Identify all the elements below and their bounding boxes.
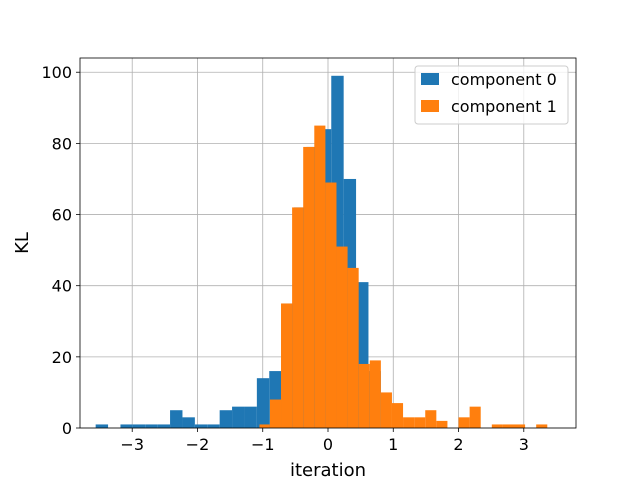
y-tick-label-3: 60	[52, 206, 72, 225]
bar-series-1-bin-11	[380, 392, 392, 428]
bar-series-0-bin-8	[207, 424, 220, 428]
bar-series-0-bin-6	[182, 417, 195, 428]
bar-series-1-bin-6	[325, 182, 337, 428]
bar-series-0-bin-9	[219, 410, 233, 428]
bar-series-1-bin-8	[347, 267, 359, 428]
bar-series-1-bin-9	[358, 363, 370, 428]
bar-series-1-bin-7	[336, 246, 348, 428]
bar-series-1-bin-20	[502, 424, 514, 428]
x-axis-title: iteration	[290, 460, 366, 480]
bar-series-0-bin-4	[157, 424, 171, 428]
y-tick-label-0: 0	[62, 419, 72, 438]
bar-series-1-bin-16	[436, 420, 448, 428]
bar-series-1-bin-13	[403, 417, 415, 428]
bar-series-1-bin-5	[314, 125, 326, 428]
bar-series-1-bin-21	[514, 424, 526, 428]
bar-series-1-bin-2	[281, 303, 293, 428]
y-tick-label-4: 80	[52, 134, 72, 153]
bar-series-1-bin-3	[292, 207, 304, 428]
bar-series-1-bin-18	[469, 406, 481, 428]
bar-series-0-bin-10	[232, 406, 245, 428]
y-axis-title: KL	[12, 232, 33, 254]
legend-label-component-1: component 1	[451, 97, 557, 116]
legend-swatch-component-0	[421, 73, 439, 85]
legend-box	[414, 65, 569, 125]
bar-series-0-bin-12	[256, 378, 270, 428]
bar-series-0-bin-11	[244, 406, 257, 428]
y-axis-ticks: 0 20 40 60 80 100	[41, 63, 80, 438]
bar-series-0-bin-3	[145, 424, 158, 428]
x-tick-label-6: 3	[519, 435, 529, 454]
bar-series-1-bin-12	[391, 403, 404, 428]
bar-series-0-bin-5	[170, 410, 183, 428]
bar-series-1-bin-14	[414, 417, 426, 428]
bars-group	[95, 75, 548, 429]
bar-series-0-bin-7	[194, 424, 208, 428]
x-tick-label-3: 0	[323, 435, 333, 454]
y-tick-label-5: 100	[41, 63, 72, 82]
bar-series-1-bin-15	[425, 410, 437, 428]
y-tick-label-1: 20	[52, 348, 72, 367]
bar-series-1-bin-22	[536, 424, 548, 428]
bar-series-0-bin-1	[120, 424, 133, 428]
legend-swatch-component-1	[421, 100, 439, 112]
bar-series-1-bin-1	[269, 399, 282, 428]
x-tick-label-4: 1	[388, 435, 398, 454]
bar-series-1-bin-19	[491, 424, 503, 428]
y-tick-label-2: 40	[52, 277, 72, 296]
bar-series-0-bin-2	[132, 424, 146, 428]
x-tick-label-1: −2	[186, 435, 210, 454]
x-tick-label-2: −1	[251, 435, 275, 454]
x-tick-label-0: −3	[120, 435, 144, 454]
bar-series-0-bin-0	[95, 424, 109, 428]
bar-series-1-bin-10	[369, 360, 381, 428]
bar-series-1-bin-0	[259, 424, 270, 428]
x-axis-ticks: −3 −2 −1 0 1 2 3	[120, 428, 529, 454]
legend: component 0 component 1	[414, 65, 569, 125]
bar-series-1-bin-4	[303, 146, 315, 428]
x-tick-label-5: 2	[453, 435, 463, 454]
legend-label-component-0: component 0	[451, 70, 557, 89]
bar-series-1-bin-17	[458, 417, 470, 428]
